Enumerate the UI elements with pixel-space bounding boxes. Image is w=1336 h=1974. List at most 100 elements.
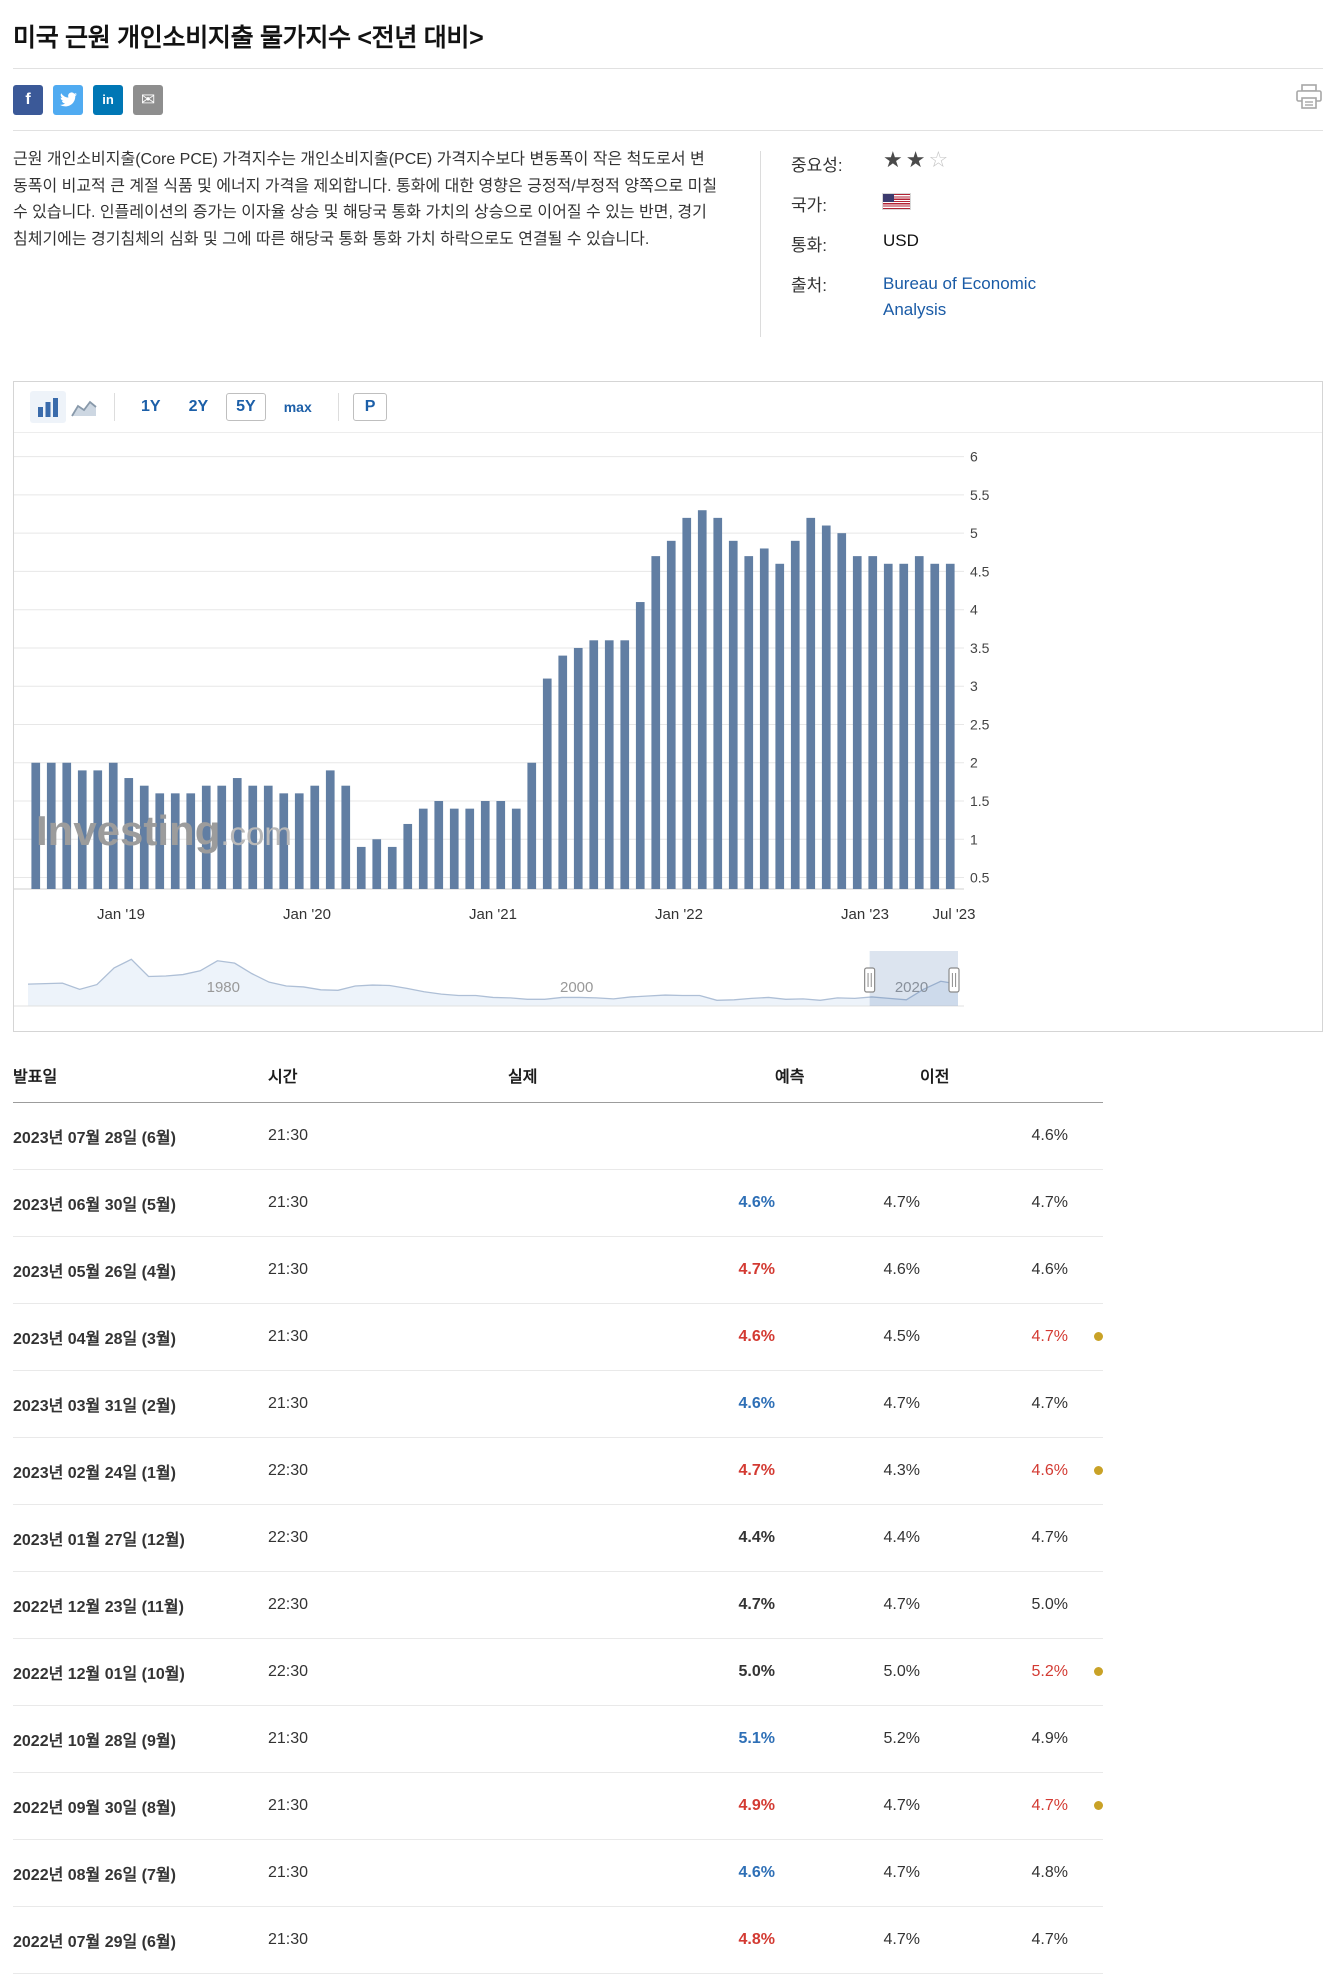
linkedin-icon: in [102, 92, 114, 107]
country-label: 국가: [791, 196, 828, 215]
cell-actual: 4.7% [508, 1571, 775, 1639]
svg-text:Jul '23: Jul '23 [933, 906, 976, 923]
navigator-chart[interactable]: 1980 2000 2020 [14, 948, 1318, 1018]
star-filled-icon: ★ [883, 147, 906, 172]
cell-forecast: 4.7% [775, 1571, 920, 1639]
plot-area[interactable]: 0.5 1 1.5 2 2.5 3 3.5 4 4.5 5 5.5 6 Jan '19 Jan '20 Ja… [14, 433, 1322, 946]
svg-text:5.5: 5.5 [970, 487, 990, 503]
svg-text:1.5: 1.5 [970, 793, 990, 809]
share-divider [13, 130, 1323, 131]
area-chart-type-button[interactable] [66, 391, 102, 423]
cell-time: 21:30 [268, 1839, 508, 1907]
table-row: 2023년 06월 30일 (5월) 21:30 4.6% 4.7% 4.7% [13, 1169, 1103, 1237]
twitter-icon [59, 92, 77, 107]
main-chart[interactable]: 0.5 1 1.5 2 2.5 3 3.5 4 4.5 5 5.5 6 Jan '19 Jan '20 Ja… [14, 437, 1318, 939]
cell-revision [1068, 1370, 1103, 1438]
svg-text:2.5: 2.5 [970, 716, 990, 732]
cell-actual: 4.6% [508, 1169, 775, 1237]
svg-text:Jan '22: Jan '22 [655, 906, 703, 923]
navigator-left-handle[interactable] [864, 967, 876, 993]
toolbar-separator [114, 393, 115, 421]
cell-previous: 4.8% [920, 1839, 1068, 1907]
cell-release-date: 2022년 09월 30일 (8월) [13, 1772, 268, 1840]
cell-previous: 4.7% [920, 1772, 1068, 1840]
table-row: 2022년 12월 01일 (10월) 22:30 5.0% 5.0% 5.2% [13, 1638, 1103, 1706]
bar-chart-type-button[interactable] [30, 391, 66, 423]
cell-revision [1068, 1102, 1103, 1170]
cell-forecast: 4.6% [775, 1236, 920, 1304]
svg-text:Jan '20: Jan '20 [283, 906, 331, 923]
header-actual: 실제 [508, 1048, 775, 1103]
cell-revision [1068, 1236, 1103, 1304]
facebook-icon: f [25, 90, 31, 108]
twitter-share-button[interactable] [53, 84, 83, 115]
range-button-max[interactable]: max [283, 399, 312, 415]
cell-actual: 4.6% [508, 1839, 775, 1907]
table-row: 2022년 09월 30일 (8월) 21:30 4.9% 4.7% 4.7% [13, 1772, 1103, 1840]
svg-text:2: 2 [970, 755, 978, 771]
cell-revision [1068, 1169, 1103, 1237]
svg-text:2020: 2020 [895, 979, 928, 996]
source-link[interactable]: Bureau of Economic Analysis [883, 274, 1037, 319]
vertical-divider [760, 151, 761, 337]
range-button-2y[interactable]: 2Y [188, 398, 209, 415]
currency-row: 통화: USD [791, 231, 1101, 256]
cell-time: 21:30 [268, 1102, 508, 1170]
table-row: 2023년 07월 28일 (6월) 21:30 4.6% [13, 1102, 1103, 1170]
cell-actual: 4.7% [508, 1236, 775, 1304]
cell-release-date: 2022년 07월 29일 (6월) [13, 1906, 268, 1974]
navigator-right-handle[interactable] [948, 967, 960, 993]
svg-text:3: 3 [970, 678, 978, 694]
cell-forecast: 4.7% [775, 1169, 920, 1237]
page: 미국 근원 개인소비지출 물가지수 <전년 대비> f in ✉ 근원 개인소비… [0, 18, 1336, 367]
currency-label: 통화: [791, 236, 828, 255]
email-icon: ✉ [140, 89, 156, 109]
svg-text:5: 5 [970, 525, 978, 541]
cell-actual: 4.4% [508, 1504, 775, 1572]
email-share-button[interactable]: ✉ [133, 84, 163, 115]
svg-text:3.5: 3.5 [970, 640, 990, 656]
svg-text:4: 4 [970, 602, 978, 618]
cell-time: 21:30 [268, 1705, 508, 1773]
facebook-share-button[interactable]: f [13, 84, 43, 115]
header-dot-spacer [1068, 1048, 1103, 1103]
cell-previous: 4.7% [920, 1370, 1068, 1438]
star-filled-icon: ★ [905, 147, 929, 172]
range-button-5y[interactable]: 5Y [226, 393, 266, 421]
cell-release-date: 2023년 06월 30일 (5월) [13, 1169, 268, 1237]
cell-forecast: 4.4% [775, 1504, 920, 1572]
cell-time: 22:30 [268, 1437, 508, 1505]
table-row: 2023년 05월 26일 (4월) 21:30 4.7% 4.6% 4.6% [13, 1236, 1103, 1304]
description-section: 근원 개인소비지출(Core PCE) 가격지수는 개인소비지출(PCE) 가격… [13, 131, 1323, 367]
cell-actual: 4.6% [508, 1303, 775, 1371]
cell-revision [1068, 1571, 1103, 1639]
print-button[interactable] [1295, 84, 1323, 115]
table-row: 2022년 08월 26일 (7월) 21:30 4.6% 4.7% 4.8% [13, 1839, 1103, 1907]
title-divider [13, 68, 1323, 69]
range-button-1y[interactable]: 1Y [141, 398, 161, 415]
investing-watermark: Investing.com [36, 807, 292, 854]
header-previous: 이전 [920, 1048, 1068, 1103]
table-row: 2023년 04월 28일 (3월) 21:30 4.6% 4.5% 4.7% [13, 1303, 1103, 1371]
chart-navigator[interactable]: 1980 2000 2020 [14, 946, 1322, 1031]
cell-release-date: 2023년 07월 28일 (6월) [13, 1102, 268, 1170]
info-panel: 중요성: ★★☆ 국가: 통화: USD 출처: Bureau of Econo… [791, 147, 1101, 337]
cell-forecast: 4.7% [775, 1839, 920, 1907]
area-chart-icon [71, 400, 97, 416]
cell-release-date: 2023년 05월 26일 (4월) [13, 1236, 268, 1304]
importance-label: 중요성: [791, 156, 843, 175]
indicator-description: 근원 개인소비지출(Core PCE) 가격지수는 개인소비지출(PCE) 가격… [13, 151, 718, 248]
chart-toolbar: 1Y 2Y 5Y max P [14, 382, 1322, 433]
cell-revision [1068, 1839, 1103, 1907]
revision-dot-icon [1094, 1801, 1103, 1811]
linkedin-share-button[interactable]: in [93, 84, 123, 115]
cell-time: 21:30 [268, 1236, 508, 1304]
cell-release-date: 2022년 08월 26일 (7월) [13, 1839, 268, 1907]
p-button[interactable]: P [352, 393, 388, 421]
print-icon [1296, 84, 1322, 109]
revision-dot-icon [1094, 1667, 1103, 1677]
cell-revision [1068, 1504, 1103, 1572]
cell-actual: 5.0% [508, 1638, 775, 1706]
cell-revision [1068, 1638, 1103, 1706]
cell-actual [508, 1102, 775, 1170]
